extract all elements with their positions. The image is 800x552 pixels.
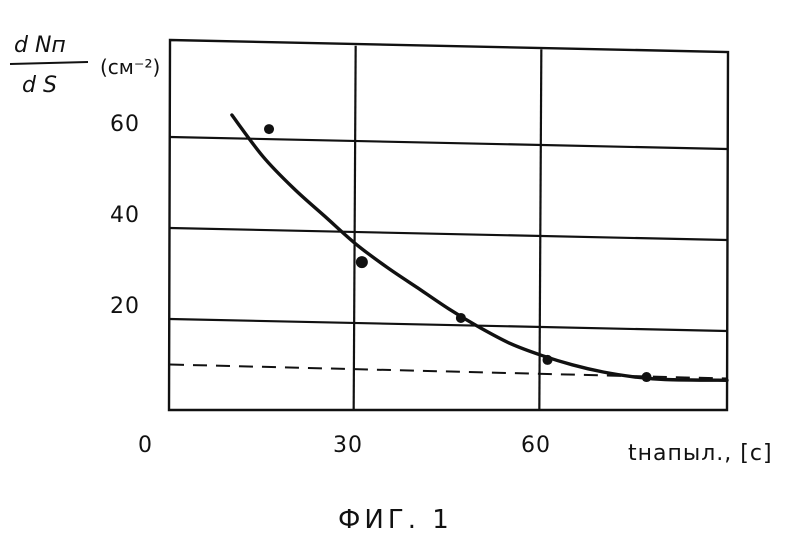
- y-tick-label-1: 40: [110, 203, 140, 228]
- data-point-3: [543, 355, 553, 365]
- data-point-2: [456, 313, 466, 323]
- fit-curve-line: [232, 115, 727, 380]
- x-tick-label-0: 0: [138, 433, 153, 458]
- y-axis-label-fraction-bar: [10, 62, 88, 64]
- x-tick-label-1: 30: [333, 433, 363, 458]
- y-axis-label-numerator: d Nп: [14, 33, 66, 58]
- data-point-4: [642, 372, 652, 382]
- y-axis-label-unit: (см⁻²): [100, 55, 160, 79]
- y-axis-label: d Nп d S (см⁻²): [10, 33, 160, 98]
- tick-labels: 0 30 60 20 40 60: [110, 112, 551, 458]
- grid-lines: [170, 46, 727, 410]
- grid-line-horizontal-0: [170, 319, 727, 331]
- figure-caption: ФИГ. 1: [338, 505, 453, 535]
- data-point-1: [356, 256, 368, 268]
- data-point-0: [264, 124, 274, 134]
- y-axis-label-denominator: d S: [22, 73, 57, 98]
- y-tick-label-0: 20: [110, 294, 140, 319]
- y-tick-label-2: 60: [110, 112, 140, 137]
- grid-line-vertical-0: [354, 46, 356, 410]
- grid-line-horizontal-1: [170, 228, 727, 240]
- x-tick-label-2: 60: [521, 433, 551, 458]
- plot-frame: [169, 40, 728, 410]
- fit-curve: [232, 115, 727, 380]
- data-points: [264, 124, 652, 382]
- x-axis-label: tнапыл., [с]: [628, 441, 773, 466]
